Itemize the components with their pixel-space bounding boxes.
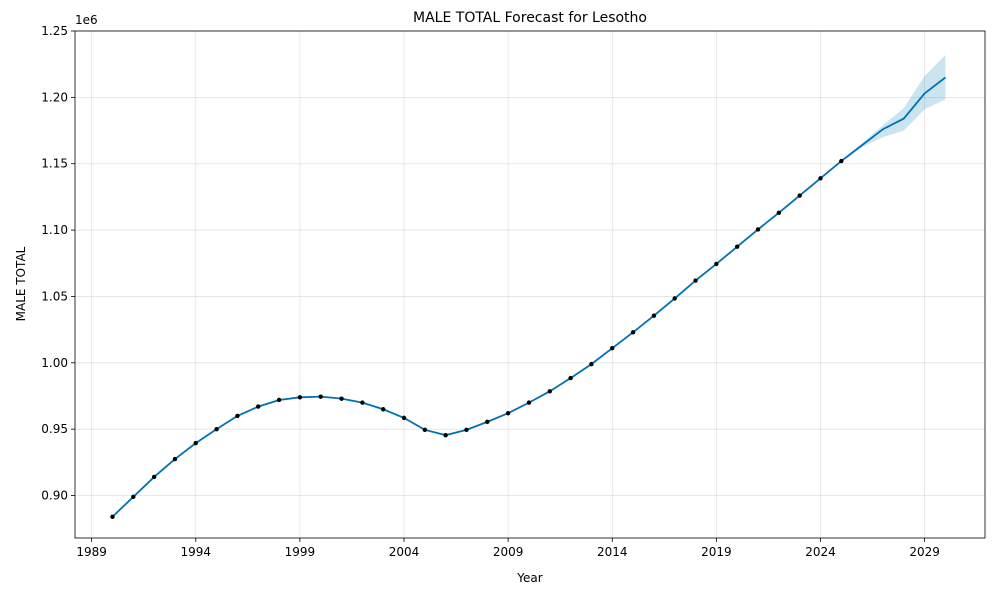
y-tick-label: 1.00 [41, 356, 68, 370]
observed-point [401, 415, 407, 421]
x-tick-label: 2029 [909, 545, 940, 559]
x-tick-label: 1989 [76, 545, 107, 559]
y-tick-label: 0.90 [41, 489, 68, 503]
observed-point [610, 346, 615, 351]
observed-point [693, 278, 698, 283]
x-tick-label: 2004 [389, 545, 420, 559]
observed-point [151, 474, 157, 480]
observed-point [776, 210, 782, 216]
y-tick-label: 0.95 [41, 422, 68, 436]
observed-point [630, 330, 636, 335]
observed-point [526, 400, 532, 405]
observed-point [651, 313, 657, 318]
observed-point [755, 227, 761, 232]
observed-point [276, 397, 282, 403]
observed-point [589, 361, 594, 367]
x-tick-label: 2009 [493, 545, 524, 559]
observed-point [380, 407, 386, 412]
observed-point [714, 261, 719, 267]
observed-point [131, 494, 136, 500]
observed-points-layer [110, 158, 844, 519]
grid-lines [75, 30, 985, 538]
observed-point [839, 158, 844, 164]
observed-point [547, 389, 552, 394]
x-tick-label: 2019 [701, 545, 732, 559]
x-axis-label: Year [516, 571, 542, 585]
observed-point [297, 395, 303, 400]
observed-point [505, 411, 511, 416]
observed-point [672, 296, 677, 301]
chart-title: MALE TOTAL Forecast for Lesotho [413, 10, 647, 26]
observed-point [214, 426, 219, 432]
observed-point [235, 413, 240, 419]
observed-point [360, 400, 365, 405]
y-tick-label: 1.25 [41, 24, 68, 38]
y-tick-label: 1.10 [41, 223, 68, 237]
observed-point [339, 396, 344, 401]
y-tick-label: 1.20 [41, 90, 68, 104]
observed-point [797, 193, 802, 198]
observed-point [422, 427, 428, 433]
observed-point [256, 404, 261, 409]
y-tick-label: 1.05 [41, 289, 68, 303]
y-axis-label: MALE TOTAL [14, 246, 28, 321]
x-tick-label: 2014 [597, 545, 628, 559]
observed-point [734, 244, 740, 249]
observed-point [110, 514, 115, 519]
x-axis-ticks: 1989 1994 1999 2004 2009 2014 2019 2024 2029 [76, 538, 940, 559]
y-axis-ticks: 0.90 0.95 1.00 1.05 1.10 1.15 1.20 1.25 [41, 24, 75, 503]
observed-point [464, 427, 469, 433]
x-tick-label: 2024 [805, 545, 836, 559]
x-tick-label: 1999 [285, 545, 316, 559]
observed-point [318, 394, 323, 399]
observed-point [443, 432, 448, 438]
y-tick-label: 1.15 [41, 157, 68, 171]
observed-point [172, 456, 178, 462]
x-tick-label: 1994 [181, 545, 212, 559]
observed-point [485, 419, 490, 425]
observed-point [818, 176, 823, 181]
observed-point [193, 440, 198, 446]
plot-frame [74, 30, 986, 539]
observed-point [568, 375, 573, 381]
y-offset-label: 1e6 [75, 13, 98, 27]
